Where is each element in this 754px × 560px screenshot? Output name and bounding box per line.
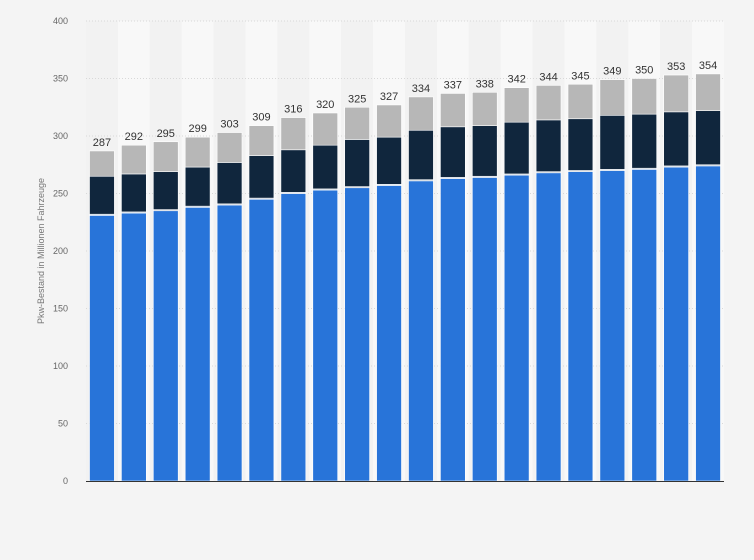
bar-segment-series-4 [280,117,307,151]
bar-segment-series-1 [153,210,179,482]
bar-segment-series-3 [599,115,626,170]
bar-total-label: 325 [348,93,366,105]
bar-total-label: 345 [571,70,589,82]
bar-segment-series-3 [153,171,179,210]
bar-segment-series-4 [599,79,626,116]
bar-total-label: 342 [507,74,525,86]
y-tick-label: 100 [53,361,68,371]
bar-segment-series-1 [408,180,434,482]
bar-total-label: 327 [380,91,398,103]
bar-total-label: 350 [635,65,653,77]
bar-total-label: 309 [252,112,270,124]
bar-segment-series-3 [663,111,689,167]
bar-segment-series-1 [535,172,562,482]
bar-segment-series-3 [472,125,498,177]
bar-segment-series-1 [472,177,498,482]
bar-total-label: 354 [699,60,717,72]
y-tick-label: 0 [63,476,68,486]
bar-segment-series-1 [184,207,211,482]
bar-segment-series-3 [535,119,562,172]
bar-segment-series-3 [376,136,402,185]
bar-segment-series-3 [216,162,243,205]
y-axis-label: Pkw-Bestand in Millionen Fahrzeuge [36,178,46,324]
bar-segment-series-3 [89,175,115,215]
bar-total-label: 334 [412,83,430,95]
bar-segment-series-1 [567,171,594,482]
bar-total-label: 320 [316,99,334,111]
bar-segment-series-3 [567,118,594,171]
bar-segment-series-1 [695,165,721,482]
bar-segment-series-3 [312,144,338,190]
bar-segment-series-1 [344,187,370,482]
bar-total-label: 349 [603,66,621,78]
bar-segment-series-4 [89,150,115,177]
bar-segment-series-3 [408,129,434,181]
y-tick-label: 250 [53,189,68,199]
bar-segment-series-4 [695,73,721,112]
bar-segment-series-4 [535,85,562,121]
bar-total-label: 299 [188,123,206,135]
y-tick-label: 300 [53,131,68,141]
bar-total-label: 287 [93,137,111,149]
bar-segment-series-1 [376,185,402,482]
bar-segment-series-4 [376,104,402,138]
y-tick-label: 200 [53,246,68,256]
bar-segment-series-4 [663,74,689,113]
bar-segment-series-1 [663,166,689,482]
bar-segment-series-1 [440,178,466,482]
bar-total-label: 295 [157,128,175,140]
y-tick-label: 350 [53,74,68,84]
bar-segment-series-1 [599,170,626,482]
bar-segment-series-1 [631,169,657,482]
bar-segment-series-3 [248,155,275,199]
bar-total-label: 292 [125,131,143,143]
bar-segment-series-1 [216,204,243,482]
bar-segment-series-4 [153,141,179,172]
bar-segment-series-4 [216,132,243,163]
bar-segment-series-3 [344,139,370,187]
bar-segment-series-4 [503,87,530,123]
bar-segment-series-3 [440,126,466,178]
bar-total-label: 316 [284,104,302,116]
bar-segment-series-3 [503,121,530,175]
bar-segment-series-3 [631,113,657,169]
bar-segment-series-3 [695,110,721,166]
bar-segment-series-4 [312,112,338,146]
bar-segment-series-3 [184,166,211,207]
bar-segment-series-4 [408,96,434,131]
bar-segment-series-4 [121,144,147,175]
bar-total-label: 338 [476,78,494,90]
bar-segment-series-4 [344,106,370,140]
bar-segment-series-4 [472,92,498,126]
bar-total-label: 344 [539,71,557,83]
bar-segment-series-4 [631,78,657,115]
bar-segment-series-1 [503,174,530,482]
y-tick-label: 50 [58,419,68,429]
bar-segment-series-1 [280,193,307,482]
bar-total-label: 353 [667,61,685,73]
y-tick-label: 400 [53,16,68,26]
bar-segment-series-1 [248,198,275,482]
bar-segment-series-4 [184,136,211,168]
bar-total-label: 337 [444,79,462,91]
bar-segment-series-4 [567,83,594,120]
bar-segment-series-1 [121,212,147,482]
bar-segment-series-4 [248,125,275,156]
bar-segment-series-1 [89,215,115,482]
bar-segment-series-3 [121,173,147,213]
bar-total-label: 303 [220,119,238,131]
y-tick-label: 150 [53,304,68,314]
bar-segment-series-4 [440,93,466,128]
bar-segment-series-1 [312,189,338,482]
bar-segment-series-3 [280,149,307,193]
